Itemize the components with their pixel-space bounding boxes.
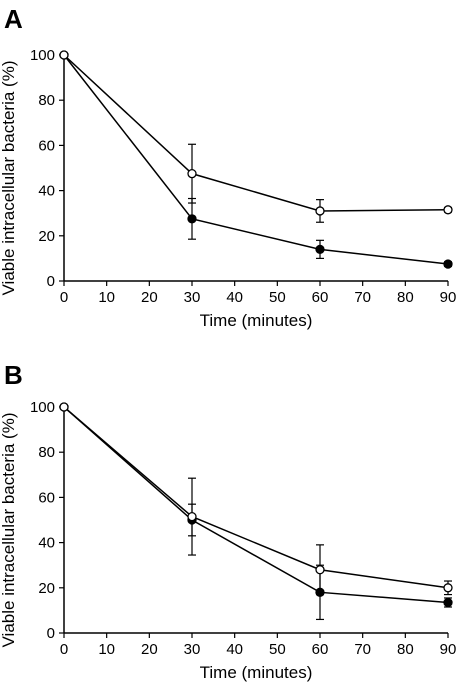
data-point-filled: [443, 259, 453, 269]
y-tick-label: 60: [38, 137, 55, 154]
data-point-filled: [315, 587, 325, 597]
x-tick-label: 10: [98, 641, 115, 658]
series-open: [63, 54, 452, 223]
series-open: [63, 406, 452, 596]
series-filled: [63, 406, 452, 621]
y-tick-label: 100: [30, 47, 55, 64]
data-point-open: [315, 565, 325, 575]
data-point-open: [443, 583, 453, 593]
series-line: [63, 54, 449, 212]
data-point-filled: [187, 214, 197, 224]
data-point-filled: [443, 597, 453, 608]
x-tick-label: 70: [354, 289, 371, 306]
y-tick-label: 80: [38, 444, 55, 461]
y-tick-label: 20: [38, 228, 55, 245]
x-tick-label: 30: [184, 289, 201, 306]
x-tick-label: 40: [226, 641, 243, 658]
x-tick-label: 90: [440, 289, 457, 306]
x-tick-label: 50: [269, 641, 286, 658]
panel-letter: B: [4, 360, 23, 390]
data-point-open: [443, 205, 453, 215]
y-tick-label: 40: [38, 183, 55, 200]
panel-letter: A: [4, 4, 23, 34]
data-point-open: [187, 511, 197, 522]
x-tick-label: 60: [312, 289, 329, 306]
y-axis-label: Viable intracellular bacteria (%): [0, 413, 18, 648]
y-tick-label: 80: [38, 92, 55, 109]
x-tick-label: 30: [184, 641, 201, 658]
series-line: [63, 406, 449, 589]
x-tick-label: 80: [397, 641, 414, 658]
data-point-open: [59, 402, 69, 412]
x-tick-label: 70: [354, 641, 371, 658]
x-axis-label: Time (minutes): [200, 663, 313, 682]
x-tick-label: 40: [226, 289, 243, 306]
x-tick-label: 0: [60, 289, 68, 306]
series-filled: [63, 54, 452, 267]
x-tick-label: 80: [397, 289, 414, 306]
x-tick-label: 20: [141, 641, 158, 658]
y-tick-label: 20: [38, 580, 55, 597]
y-tick-label: 40: [38, 535, 55, 552]
data-point-filled: [315, 244, 325, 255]
y-tick-label: 0: [47, 625, 55, 642]
y-axis-label: Viable intracellular bacteria (%): [0, 61, 18, 296]
data-point-open: [187, 168, 197, 179]
y-tick-label: 0: [47, 273, 55, 290]
series-line: [63, 54, 449, 265]
x-tick-label: 10: [98, 289, 115, 306]
panel-A: A 0 10 20 30 40 50 60 70 80 90 0 20 40 60 80 100 Time (mi…: [0, 4, 456, 330]
x-axis-label: Time (minutes): [200, 311, 313, 330]
x-tick-label: 90: [440, 641, 457, 658]
x-tick-label: 50: [269, 289, 286, 306]
series-line: [63, 406, 449, 604]
y-tick-label: 60: [38, 489, 55, 506]
x-tick-label: 60: [312, 641, 329, 658]
data-point-open: [315, 206, 325, 216]
x-tick-label: 0: [60, 641, 68, 658]
data-point-open: [59, 50, 69, 60]
panel-B: B 0 10 20 30 40 50 60 70 80 90 0 20 40 60 80 100 Time (mi…: [0, 360, 456, 682]
x-tick-label: 20: [141, 289, 158, 306]
y-tick-label: 100: [30, 399, 55, 416]
